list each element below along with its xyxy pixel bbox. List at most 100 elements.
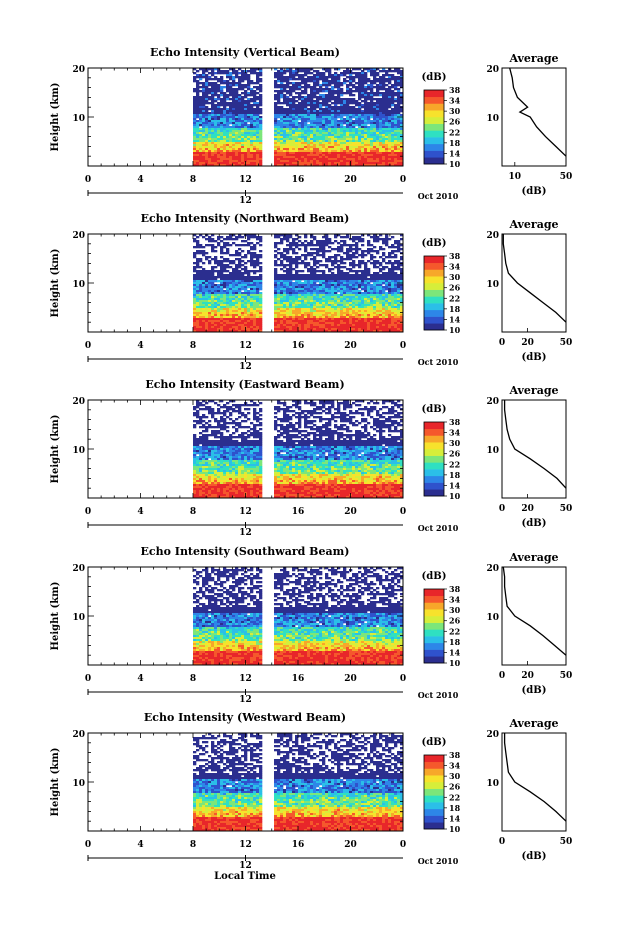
- heatmap-cell: [289, 110, 293, 113]
- heatmap-cell: [301, 144, 305, 147]
- heatmap-cell: [295, 164, 299, 167]
- heatmap-cell: [259, 80, 263, 83]
- heatmap-cell: [256, 148, 260, 151]
- heatmap-cell: [358, 102, 362, 105]
- heatmap-cell: [307, 98, 311, 101]
- heatmap-cell: [205, 324, 209, 327]
- heatmap-cell: [247, 314, 251, 317]
- heatmap-cell: [334, 320, 338, 323]
- heatmap-cell: [397, 76, 401, 79]
- heatmap-cell: [229, 84, 233, 87]
- heatmap-cell: [319, 304, 323, 307]
- heatmap-cell: [259, 142, 263, 145]
- heatmap-cell: [274, 146, 278, 149]
- heatmap-cell: [256, 236, 260, 239]
- heatmap-cell: [292, 108, 296, 111]
- heatmap-cell: [208, 88, 212, 91]
- heatmap-cell: [199, 114, 203, 117]
- heatmap-cell: [286, 82, 290, 85]
- heatmap-cell: [295, 294, 299, 297]
- heatmap-cell: [337, 290, 341, 293]
- heatmap-cell: [370, 86, 374, 89]
- heatmap-cell: [196, 136, 200, 139]
- heatmap-cell: [229, 102, 233, 105]
- heatmap-cell: [250, 116, 254, 119]
- heatmap-cell: [370, 134, 374, 137]
- heatmap-cell: [283, 296, 287, 299]
- heatmap-cell: [400, 132, 404, 135]
- heatmap-cell: [307, 154, 311, 157]
- heatmap-cell: [358, 136, 362, 139]
- heatmap-cell: [196, 130, 200, 133]
- heatmap-cell: [232, 70, 236, 73]
- heatmap-cell: [283, 286, 287, 289]
- heatmap-cell: [229, 112, 233, 115]
- heatmap-cell: [211, 68, 215, 71]
- heatmap-cell: [253, 252, 257, 255]
- heatmap-cell: [217, 84, 221, 87]
- heatmap-cell: [280, 152, 284, 155]
- heatmap-cell: [313, 286, 317, 289]
- heatmap-cell: [286, 90, 290, 93]
- heatmap-cell: [193, 310, 197, 313]
- heatmap-cell: [211, 128, 215, 131]
- heatmap-cell: [367, 154, 371, 157]
- heatmap-cell: [253, 82, 257, 85]
- heatmap-cell: [373, 116, 377, 119]
- heatmap-cell: [325, 236, 329, 239]
- heatmap-cell: [226, 276, 230, 279]
- heatmap-cell: [238, 86, 242, 89]
- heatmap-cell: [313, 312, 317, 315]
- heatmap-cell: [304, 278, 308, 281]
- heatmap-cell: [232, 120, 236, 123]
- heatmap-cell: [229, 254, 233, 257]
- heatmap-cell: [253, 330, 257, 333]
- heatmap-cell: [292, 140, 296, 143]
- heatmap-cell: [286, 114, 290, 117]
- heatmap-cell: [283, 298, 287, 301]
- heatmap-cell: [238, 156, 242, 159]
- heatmap-cell: [397, 100, 401, 103]
- heatmap-cell: [367, 120, 371, 123]
- heatmap-cell: [298, 240, 302, 243]
- heatmap-cell: [238, 260, 242, 263]
- heatmap-cell: [391, 112, 395, 115]
- heatmap-cell: [391, 142, 395, 145]
- heatmap-cell: [208, 292, 212, 295]
- heatmap-cell: [274, 76, 278, 79]
- heatmap-cell: [238, 304, 242, 307]
- heatmap-cell: [295, 308, 299, 311]
- heatmap-cell: [331, 278, 335, 281]
- heatmap-cell: [349, 264, 353, 267]
- heatmap-cell: [337, 108, 341, 111]
- heatmap-cell: [214, 288, 218, 291]
- heatmap-cell: [325, 70, 329, 73]
- heatmap-cell: [334, 124, 338, 127]
- heatmap-cell: [286, 292, 290, 295]
- heatmap-cell: [289, 330, 293, 333]
- heatmap-cell: [277, 112, 281, 115]
- heatmap-cell: [223, 122, 227, 125]
- heatmap-cell: [370, 106, 374, 109]
- heatmap-cell: [292, 326, 296, 329]
- heatmap-cell: [211, 322, 215, 325]
- heatmap-cell: [334, 80, 338, 83]
- heatmap-cell: [247, 106, 251, 109]
- heatmap-cell: [394, 112, 398, 115]
- heatmap-cell: [304, 146, 308, 149]
- heatmap-cell: [283, 132, 287, 135]
- heatmap-cell: [400, 92, 404, 95]
- heatmap-cell: [223, 268, 227, 271]
- heatmap-cell: [298, 300, 302, 303]
- heatmap-cell: [247, 74, 251, 77]
- heatmap-cell: [256, 80, 260, 83]
- heatmap-cell: [358, 118, 362, 121]
- heatmap-cell: [292, 308, 296, 311]
- heatmap-cell: [220, 72, 224, 75]
- heatmap-cell: [280, 148, 284, 151]
- heatmap-cell: [328, 260, 332, 263]
- heatmap-cell: [232, 278, 236, 281]
- heatmap-cell: [232, 234, 236, 237]
- heatmap-cell: [226, 304, 230, 307]
- heatmap-cell: [346, 254, 350, 257]
